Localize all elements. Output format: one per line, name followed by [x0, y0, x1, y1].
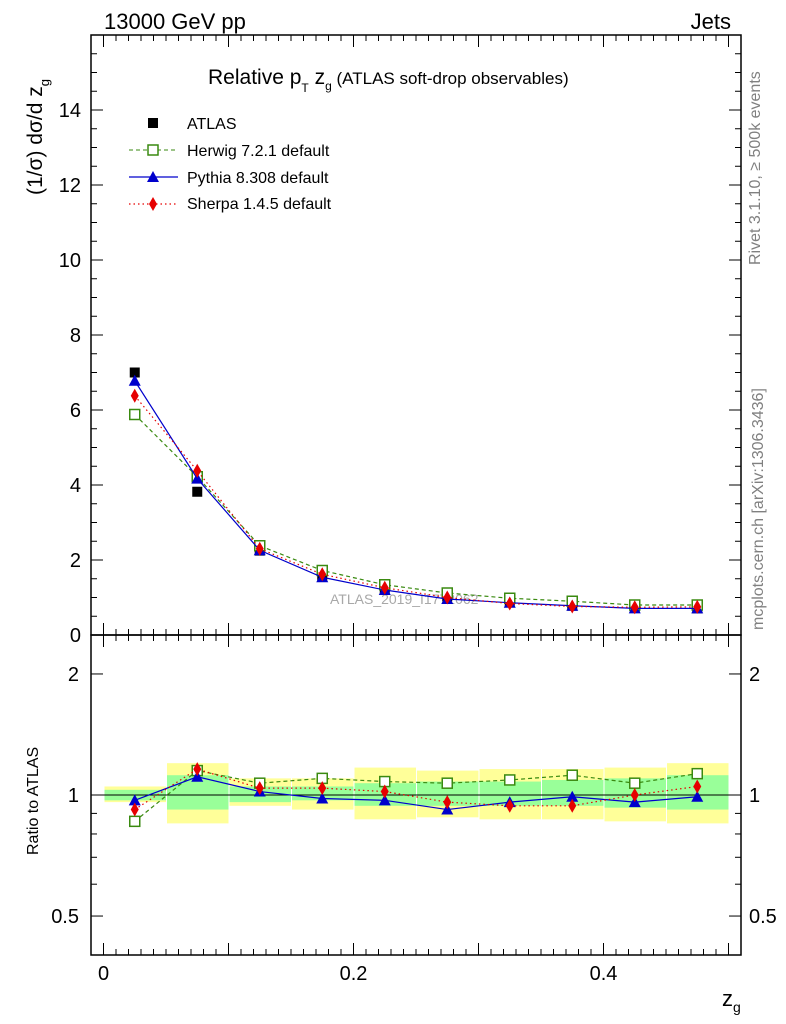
x-axis-label-sub: g [733, 999, 741, 1015]
main-y-tick-label: 10 [59, 250, 81, 272]
ratio-pythia-point [191, 770, 204, 782]
ratio-sherpa-point [693, 779, 702, 794]
main-sherpa-point [193, 463, 202, 478]
main-sherpa-point [443, 590, 452, 605]
main-y-tick-label: 4 [70, 475, 81, 497]
ratio-y-tick-label-left: 2 [68, 664, 79, 686]
ratio-herwig-point [129, 815, 141, 828]
ratio-uncertainty-bands [104, 763, 729, 824]
analysis-watermark: ATLAS_2019_I1772062 [330, 591, 479, 607]
main-y-tick-label: 6 [70, 400, 81, 422]
ratio-pythia-point [316, 792, 329, 804]
plot-title-sub-g: g [325, 79, 332, 93]
legend-item-herwig: Herwig 7.2.1 default [129, 143, 330, 160]
ratio-y-tick-label-right: 2 [749, 664, 760, 686]
plot-title-z: z [309, 66, 325, 89]
plot-title-relative: Relative p [208, 66, 301, 89]
main-y-ticks: 0 2 4 6 8 10 12 14 [59, 34, 741, 647]
main-panel: 0 2 4 6 8 10 12 14 ATLAS_2019_I1772062 Relative… [24, 34, 742, 647]
main-sherpa-point [630, 600, 639, 615]
main-y-tick-label: 8 [70, 325, 81, 347]
ratio-panel: 0.5 0.51 12 2 0 0.2 0.4 Ratio to ATLAS zg [25, 35, 777, 1015]
main-sherpa-point [380, 580, 389, 595]
main-y-axis-label-sub: g [37, 79, 52, 86]
legend-sherpa-marker [149, 197, 157, 211]
x-tick-label: 0.2 [340, 963, 368, 985]
legend-item-sherpa: Sherpa 1.4.5 default [129, 196, 332, 213]
plot-title-rest: (ATLAS soft-drop observables) [332, 69, 569, 88]
ratio-sherpa-point [443, 795, 452, 810]
main-sherpa-point [568, 599, 577, 614]
ratio-pythia-point [691, 790, 704, 802]
ratio-sherpa-point [630, 788, 639, 802]
ratio-pythia-point [566, 790, 579, 802]
ratio-sherpa-point [193, 762, 202, 777]
ratio-herwig-point [566, 769, 578, 781]
rivet-version-label: Rivet 3.1.10, ≥ 500k events [747, 71, 764, 265]
main-y-axis-label: (1/σ) dσ/d zg [24, 79, 52, 195]
ratio-y-axis-label: Ratio to ATLAS [25, 747, 42, 855]
main-pythia-line [134, 380, 698, 609]
main-y-axis-label-text: (1/σ) dσ/d z [24, 86, 47, 195]
legend-sherpa-label: Sherpa 1.4.5 default [187, 196, 332, 213]
legend: ATLAS Herwig 7.2.1 default Pythia 8.308 … [129, 116, 332, 213]
ratio-sherpa-point [255, 781, 264, 796]
ratio-herwig-point [629, 777, 641, 789]
plot-title-sub-t: T [301, 81, 309, 95]
x-tick-label: 0 [98, 963, 109, 985]
x-axis-label: zg [722, 986, 741, 1015]
x-axis-ticks: 0 0.2 0.4 [98, 35, 729, 985]
main-pythia-point [128, 374, 141, 386]
ratio-pythia-point [128, 794, 141, 806]
ratio-herwig-point [441, 777, 453, 789]
main-sherpa-point [130, 388, 139, 403]
legend-atlas-label: ATLAS [187, 116, 237, 133]
ratio-pythia-line [134, 776, 698, 811]
ratio-sherpa-point [130, 802, 139, 817]
ratio-pythia-point [378, 794, 391, 806]
legend-herwig-label: Herwig 7.2.1 default [187, 143, 330, 160]
plot-title: Relative pT zg (ATLAS soft-drop observab… [208, 66, 569, 95]
x-tick-label: 0.4 [590, 963, 618, 985]
ratio-y-tick-label-right: 1 [749, 785, 760, 807]
main-y-tick-label: 14 [59, 100, 81, 122]
main-sherpa-point [505, 596, 514, 611]
ratio-sherpa-point [505, 798, 514, 813]
main-y-tick-label: 12 [59, 175, 81, 197]
ratio-y-tick-label-right: 0.5 [749, 906, 777, 928]
main-sherpa-point [255, 541, 264, 556]
ratio-herwig-line [134, 769, 698, 822]
ratio-sherpa-point [568, 798, 577, 813]
main-series-group [128, 367, 704, 615]
ratio-sherpa-point [318, 781, 327, 796]
legend-atlas-marker [148, 118, 158, 128]
ratio-series-group [128, 762, 704, 828]
main-y-tick-label: 2 [70, 550, 81, 572]
ratio-herwig-point [691, 767, 703, 780]
legend-pythia-label: Pythia 8.308 default [187, 170, 329, 187]
header-energy-label: 13000 GeV pp [104, 9, 246, 34]
ratio-y-tick-label-left: 1 [68, 785, 79, 807]
main-sherpa-line [134, 395, 698, 608]
mcplots-source-label: mcplots.cern.ch [arXiv:1306.3436] [750, 388, 767, 630]
main-y-tick-label: 0 [70, 625, 81, 647]
main-atlas-point [192, 486, 203, 497]
legend-herwig-marker [147, 144, 159, 156]
legend-pythia-marker [147, 171, 159, 182]
main-sherpa-point [318, 567, 327, 582]
x-axis-label-text: z [722, 986, 733, 1011]
ratio-herwig-point [504, 774, 516, 786]
ratio-sherpa-point [380, 784, 389, 799]
legend-item-atlas: ATLAS [148, 116, 237, 133]
legend-item-pythia: Pythia 8.308 default [129, 170, 329, 187]
main-herwig-point [129, 408, 141, 421]
main-sherpa-point [693, 599, 702, 614]
ratio-y-tick-label-left: 0.5 [51, 906, 79, 928]
main-pythia-point [191, 472, 204, 484]
main-herwig-line [134, 414, 698, 606]
main-atlas-point [129, 367, 140, 378]
ratio-y-ticks: 0.5 0.5 1 1 2 2 [51, 664, 777, 956]
header-process-label: Jets [691, 9, 731, 34]
